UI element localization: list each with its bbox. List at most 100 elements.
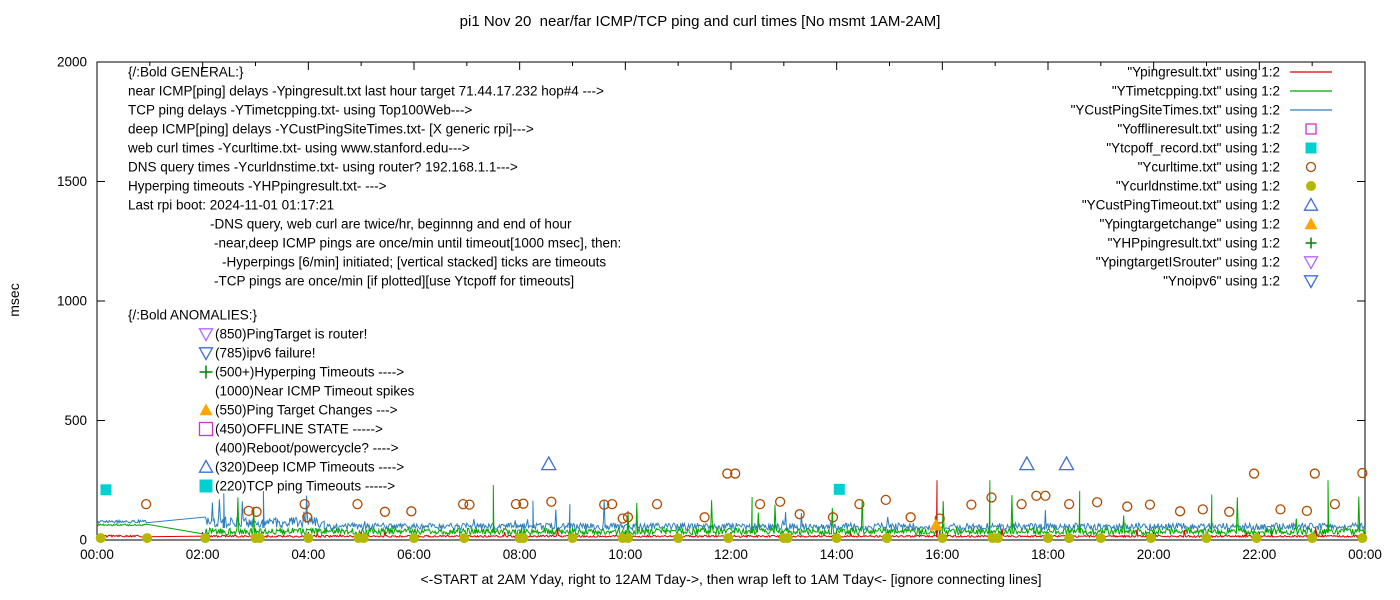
dns-times-point bbox=[1201, 533, 1212, 544]
curl-times-point bbox=[243, 505, 254, 516]
dns-times-point bbox=[254, 533, 265, 544]
anomaly-tri-up-filled bbox=[199, 403, 213, 416]
x-tick-label: 08:00 bbox=[503, 547, 537, 562]
x-tick-label: 06:00 bbox=[397, 547, 431, 562]
dns-times-point bbox=[1146, 533, 1157, 544]
dns-times-point bbox=[673, 533, 684, 544]
curl-times-point bbox=[599, 499, 610, 510]
deep-icmp-timeouts-point bbox=[1018, 455, 1035, 471]
x-tick-label: 18:00 bbox=[1031, 547, 1065, 562]
x-axis-label: <-START at 2AM Yday, right to 12AM Tday-… bbox=[420, 571, 1042, 587]
curl-times-point bbox=[622, 512, 634, 523]
annotation-line: TCP ping delays -YTimetcpping.txt- using… bbox=[128, 103, 472, 118]
legend-sample-square-filled bbox=[1305, 142, 1317, 154]
anomaly-line: (1000)Near ICMP Timeout spikes bbox=[215, 384, 415, 399]
chart-title: pi1 Nov 20 near/far ICMP/TCP ping and cu… bbox=[459, 13, 941, 30]
curl-times-point bbox=[406, 506, 417, 517]
dns-times-point bbox=[1064, 533, 1075, 544]
legend-sample-circle-filled bbox=[1306, 181, 1316, 191]
curl-times-point bbox=[606, 498, 618, 510]
curl-times-point bbox=[518, 498, 529, 509]
legend: "Ypingresult.txt" using 1:2 "YTimetcpping… bbox=[1071, 65, 1332, 289]
annotations: {/:Bold GENERAL:} near ICMP[ping] delays … bbox=[127, 65, 621, 494]
legend-label: "Ypingresult.txt" using 1:2 bbox=[1127, 65, 1280, 80]
annotation-line: web curl times -Ycurltime.txt- using www… bbox=[127, 141, 470, 156]
curl-times-point bbox=[1224, 506, 1235, 517]
anomaly-line: (320)Deep ICMP Timeouts ----> bbox=[215, 460, 404, 475]
anomaly-line: (785)ipv6 failure! bbox=[215, 346, 316, 361]
anomaly-tri-down-open bbox=[198, 328, 214, 342]
x-tick-label: 04:00 bbox=[291, 547, 325, 562]
curl-times-point bbox=[379, 506, 391, 517]
anomaly-line: (450)OFFLINE STATE -----> bbox=[215, 422, 383, 437]
anomaly-line: (220)TCP ping Timeouts -----> bbox=[215, 479, 395, 494]
curl-times-point bbox=[774, 496, 786, 507]
anomaly-line: (850)PingTarget is router! bbox=[215, 327, 367, 342]
curl-times-point bbox=[966, 499, 977, 510]
anomaly-tri-down-open bbox=[198, 347, 214, 361]
curl-times-point bbox=[1144, 499, 1156, 510]
curl-times-point bbox=[651, 498, 663, 510]
curl-times-point bbox=[1301, 505, 1313, 516]
annotation-line: -DNS query, web curl are twice/hr, begin… bbox=[210, 217, 572, 232]
legend-label: "YCustPingTimeout.txt" using 1:2 bbox=[1082, 198, 1280, 213]
tcp-ping-timeouts-point bbox=[833, 483, 845, 495]
curl-times-point bbox=[140, 498, 152, 510]
y-tick-label: 2000 bbox=[57, 55, 87, 70]
legend-label: "YHPpingresult.txt" using 1:2 bbox=[1108, 236, 1280, 251]
legend-sample-circle-open bbox=[1305, 161, 1317, 173]
anomaly-tri-up-open bbox=[198, 459, 214, 473]
dns-times-point bbox=[992, 533, 1003, 544]
curl-times-point bbox=[302, 512, 313, 523]
series-line-YTimetcpping bbox=[96, 480, 1366, 537]
y-axis-label: msec bbox=[6, 283, 22, 317]
y-tick-label: 0 bbox=[79, 533, 87, 548]
dns-times-point bbox=[567, 533, 578, 544]
anomaly-square-filled bbox=[199, 479, 213, 493]
dns-times-point bbox=[937, 533, 948, 544]
curl-times-point bbox=[352, 498, 363, 510]
legend-sample-square-open bbox=[1305, 123, 1317, 135]
legend-label: "Yofflineresult.txt" using 1:2 bbox=[1117, 122, 1280, 137]
annotation-line: near ICMP[ping] delays -Ypingresult.txt … bbox=[128, 84, 604, 99]
curl-times-point bbox=[1031, 490, 1042, 501]
curl-times-point bbox=[617, 513, 628, 524]
curl-times-point bbox=[1329, 498, 1341, 510]
anomaly-square-open bbox=[198, 421, 214, 437]
curl-times-point bbox=[1063, 498, 1075, 510]
annotation-line: deep ICMP[ping] delays -YCustPingSiteTim… bbox=[128, 122, 534, 137]
curl-times-point bbox=[722, 468, 733, 479]
legend-sample-tri-down-open bbox=[1303, 256, 1319, 270]
curl-times-point bbox=[1197, 504, 1208, 515]
legend-sample-tri-up-filled bbox=[1304, 217, 1318, 230]
dns-times-point bbox=[1307, 533, 1318, 544]
legend-label: "YTimetcpping.txt" using 1:2 bbox=[1112, 84, 1280, 99]
curl-times-point bbox=[464, 499, 475, 510]
legend-label: "Ycurldnstime.txt" using 1:2 bbox=[1116, 179, 1280, 194]
curl-times-point bbox=[880, 494, 891, 505]
curl-times-point bbox=[510, 498, 522, 510]
dns-times-point bbox=[303, 533, 314, 544]
legend-label: "Ypingtargetchange" using 1:2 bbox=[1100, 217, 1280, 232]
annotation-line: -near,deep ICMP pings are once/min until… bbox=[214, 236, 621, 251]
dns-times-point bbox=[622, 533, 633, 544]
curl-times-point bbox=[546, 496, 557, 507]
x-tick-label: 14:00 bbox=[820, 547, 854, 562]
ping-target-change-point bbox=[929, 518, 943, 531]
dns-times-point bbox=[518, 533, 529, 544]
curl-times-point bbox=[905, 512, 916, 523]
annotation-line: {/:Bold GENERAL:} bbox=[128, 65, 244, 80]
legend-label: "Ycurltime.txt" using 1:2 bbox=[1138, 160, 1280, 175]
x-tick-label: 16:00 bbox=[925, 547, 959, 562]
dns-times-point bbox=[142, 533, 153, 544]
curl-times-point bbox=[827, 512, 839, 523]
dns-times-point bbox=[409, 533, 419, 544]
dns-times-point bbox=[1251, 533, 1262, 544]
x-tick-label: 10:00 bbox=[608, 547, 642, 562]
curl-times-point bbox=[1357, 467, 1368, 479]
curl-times-point bbox=[457, 498, 469, 510]
legend-label: "Ytcpoff_record.txt" using 1:2 bbox=[1106, 141, 1280, 156]
anomalies-header: {/:Bold ANOMALIES:} bbox=[128, 308, 258, 323]
anomaly-line: (500+)Hyperping Timeouts ----> bbox=[215, 365, 404, 380]
legend-label: "Ynoipv6" using 1:2 bbox=[1163, 274, 1280, 289]
